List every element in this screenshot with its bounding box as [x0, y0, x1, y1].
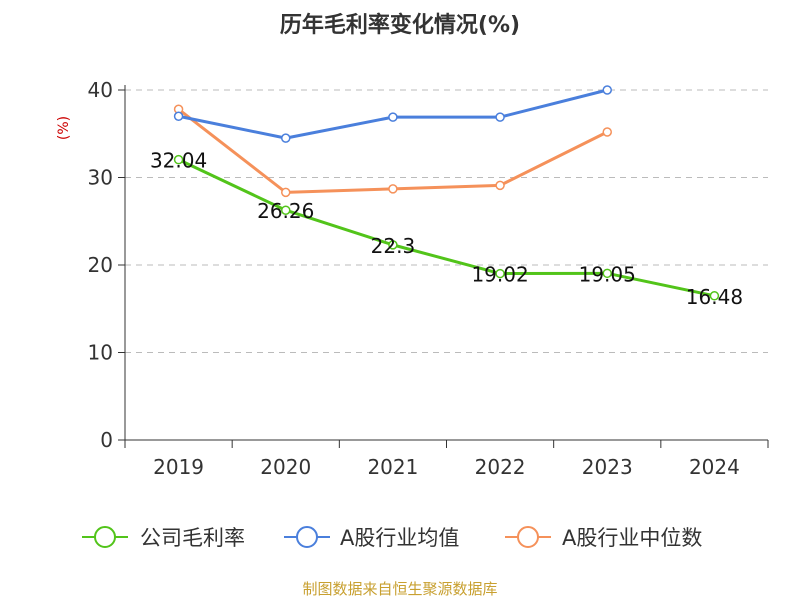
data-point-0: [388, 240, 398, 250]
data-point-2: [388, 184, 398, 194]
data-label: 32.04: [150, 149, 207, 173]
data-point-2: [281, 187, 291, 198]
series-line-0: [177, 158, 715, 298]
x-tick-label: 2019: [153, 455, 204, 479]
data-point-1: [495, 112, 505, 122]
data-point-1: [281, 133, 291, 143]
y-tick-label: 10: [88, 341, 113, 365]
chart-title: 历年毛利率变化情况(%): [280, 12, 520, 38]
y-tick-label: 40: [88, 78, 113, 102]
data-point-0: [709, 291, 720, 301]
x-tick-label: 2021: [367, 455, 418, 479]
data-point-1: [388, 112, 398, 122]
data-point-1: [602, 85, 612, 95]
data-point-0: [173, 154, 184, 165]
y-tick-label: 0: [100, 428, 113, 452]
source-note: 制图数据来自恒生聚源数据库: [302, 580, 497, 598]
y-axis-label: (%): [56, 116, 72, 140]
legend-label-2: A股行业中位数: [562, 526, 702, 550]
data-point-0: [602, 268, 612, 279]
data-label: 19.02: [471, 263, 528, 287]
data-point-0: [495, 268, 505, 279]
data-point-0: [281, 205, 291, 215]
y-tick-label: 20: [88, 253, 113, 277]
x-tick-label: 2023: [582, 455, 633, 479]
legend-marker-1: [296, 526, 318, 548]
data-label: 16.48: [686, 285, 743, 309]
data-label: 19.05: [579, 262, 636, 286]
data-label: 26.26: [257, 199, 314, 223]
x-tick-label: 2024: [689, 455, 740, 479]
y-tick-label: 30: [88, 166, 113, 190]
data-point-2: [495, 180, 505, 191]
legend-label-1: A股行业均值: [340, 526, 459, 550]
legend-marker-2: [517, 526, 539, 548]
data-point-2: [602, 127, 612, 137]
x-tick-label: 2020: [260, 455, 311, 479]
legend-label-0: 公司毛利率: [140, 526, 245, 550]
data-label: 22.3: [371, 234, 416, 258]
x-tick-label: 2022: [475, 455, 526, 479]
data-point-1: [173, 111, 184, 121]
legend-marker-0: [94, 526, 116, 548]
